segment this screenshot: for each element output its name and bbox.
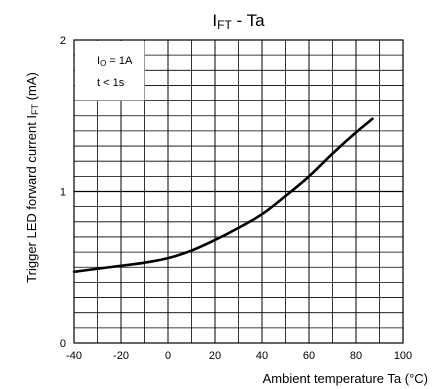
plot-frame (73, 39, 404, 344)
x-tick-label: 40 (256, 350, 268, 362)
tick-labels: -40 -20 0 20 40 60 80 100 0 1 2 (60, 35, 412, 362)
x-tick-label: -40 (66, 350, 82, 362)
x-tick-label: 60 (303, 350, 315, 362)
chart-title-main: I (212, 11, 217, 30)
condition-io-subscript: O (100, 59, 106, 68)
x-tick-label: 100 (394, 350, 412, 362)
chart-title: IFT - Ta (212, 11, 265, 32)
y-axis-label-rest: (mA) (24, 72, 39, 104)
chart-title-rest: - Ta (232, 11, 265, 30)
x-tick-label: 0 (165, 350, 171, 362)
series-line (72, 117, 374, 274)
y-tick-label: 1 (60, 187, 66, 199)
x-axis-label: Ambient temperature Ta (°C) (263, 371, 428, 386)
condition-time: t < 1s (97, 77, 125, 89)
grid (74, 40, 403, 343)
conditions-box (75, 41, 145, 101)
chart-title-subscript: FT (217, 18, 232, 32)
condition-io-rest: = 1A (106, 55, 133, 67)
x-tick-label: -20 (113, 350, 129, 362)
y-tick-label: 2 (60, 35, 66, 47)
condition-io-main: I (97, 55, 100, 67)
x-tick-label: 80 (350, 350, 362, 362)
y-axis-label: Trigger LED forward current IFT (mA) (24, 72, 40, 283)
y-axis-label-main: Trigger LED forward current I (24, 115, 39, 283)
y-axis-label-subscript: FT (30, 103, 40, 114)
y-tick-label: 0 (60, 338, 66, 350)
condition-io: IO = 1A (97, 55, 133, 68)
x-tick-label: 20 (209, 350, 221, 362)
